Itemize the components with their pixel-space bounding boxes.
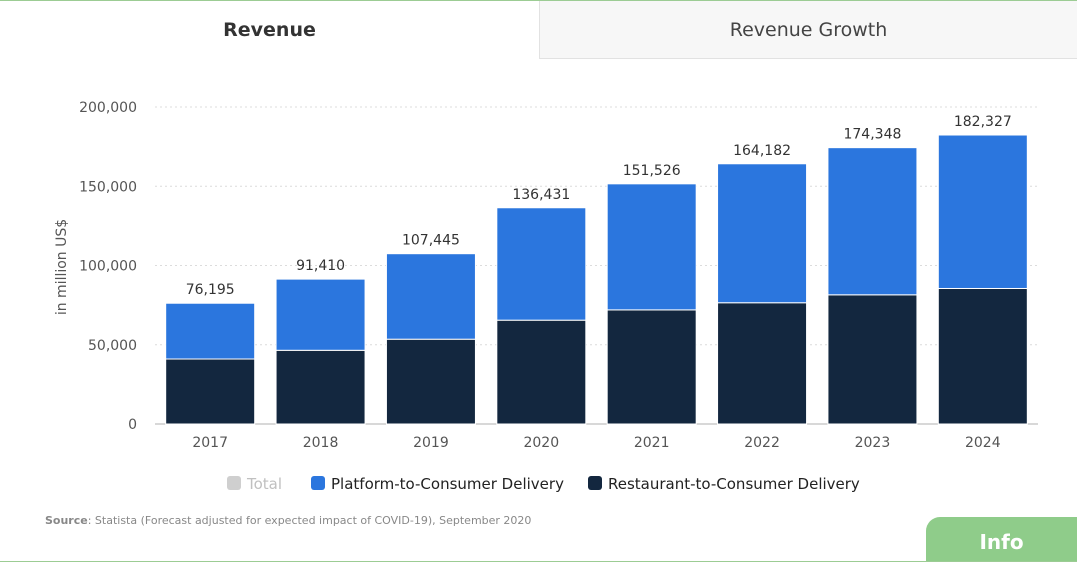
tab-revenue-growth[interactable]: Revenue Growth: [539, 1, 1077, 59]
tab-revenue[interactable]: Revenue: [0, 1, 539, 59]
legend-swatch-total: [227, 476, 241, 490]
legend-item-total[interactable]: Total: [227, 472, 282, 496]
bar-restaurant[interactable]: [165, 358, 256, 425]
legend-swatch-restaurant: [588, 476, 602, 490]
data-label-total: 136,431: [512, 187, 570, 203]
data-label-total: 91,410: [296, 258, 345, 274]
bar-restaurant[interactable]: [606, 309, 697, 425]
bar-platform[interactable]: [717, 163, 808, 304]
legend-label-total: Total: [247, 475, 283, 493]
bar-platform[interactable]: [496, 207, 587, 321]
top-border: [0, 0, 1077, 1]
legend-item-platform[interactable]: Platform-to-Consumer Delivery: [311, 472, 564, 496]
y-axis-ticks: 0 50,000 100,000 150,000 200,000: [79, 100, 137, 433]
bar-platform[interactable]: [275, 278, 366, 351]
data-label-total: 164,182: [733, 143, 791, 159]
legend-swatch-platform: [311, 476, 325, 490]
bar-restaurant[interactable]: [937, 287, 1028, 425]
x-tick-label: 2023: [855, 435, 891, 451]
bar-restaurant[interactable]: [496, 319, 587, 425]
x-tick-label: 2024: [965, 435, 1001, 451]
bottom-border: [0, 561, 1077, 562]
y-tick-label: 200,000: [79, 100, 137, 116]
legend-item-restaurant[interactable]: Restaurant-to-Consumer Delivery: [588, 472, 860, 496]
source-text: : Statista (Forecast adjusted for expect…: [87, 514, 532, 527]
y-tick-label: 0: [128, 417, 137, 433]
x-tick-label: 2017: [192, 435, 228, 451]
bars: [165, 134, 1028, 425]
legend-label-platform: Platform-to-Consumer Delivery: [331, 475, 564, 493]
revenue-chart: 0 50,000 100,000 150,000 200,000 76,195 91,41…: [54, 100, 1038, 451]
bar-platform[interactable]: [606, 183, 697, 311]
y-axis-label: in million US$: [54, 219, 70, 315]
data-label-total: 151,526: [623, 163, 681, 179]
legend-label-restaurant: Restaurant-to-Consumer Delivery: [608, 475, 860, 493]
bar-platform[interactable]: [937, 134, 1028, 289]
x-axis-ticks: 2017 2018 2019 2020 2021 2022 2023 2024: [192, 435, 1000, 451]
info-button[interactable]: Info: [926, 517, 1077, 561]
bar-restaurant[interactable]: [717, 302, 808, 425]
x-tick-label: 2021: [634, 435, 670, 451]
bar-platform[interactable]: [385, 253, 476, 340]
bar-platform[interactable]: [827, 147, 918, 296]
y-tick-label: 100,000: [79, 259, 137, 275]
data-label-total: 182,327: [954, 114, 1012, 130]
x-tick-label: 2022: [744, 435, 780, 451]
y-tick-label: 150,000: [79, 179, 137, 195]
data-label-total: 76,195: [186, 282, 235, 298]
source-note: Source: Statista (Forecast adjusted for …: [45, 514, 531, 527]
x-tick-label: 2018: [303, 435, 339, 451]
x-tick-label: 2019: [413, 435, 449, 451]
x-tick-label: 2020: [523, 435, 559, 451]
bar-restaurant[interactable]: [827, 294, 918, 425]
legend: Total Platform-to-Consumer Delivery Rest…: [0, 472, 1077, 496]
bar-restaurant[interactable]: [385, 338, 476, 425]
bar-platform[interactable]: [165, 302, 256, 360]
data-labels: 76,195 91,410 107,445 136,431 151,526 164,182…: [186, 114, 1012, 298]
bar-restaurant[interactable]: [275, 349, 366, 425]
y-tick-label: 50,000: [88, 338, 137, 354]
data-label-total: 107,445: [402, 233, 460, 249]
tab-bar: Revenue Revenue Growth: [0, 1, 1077, 59]
data-label-total: 174,348: [843, 127, 901, 143]
source-label: Source: [45, 514, 88, 527]
